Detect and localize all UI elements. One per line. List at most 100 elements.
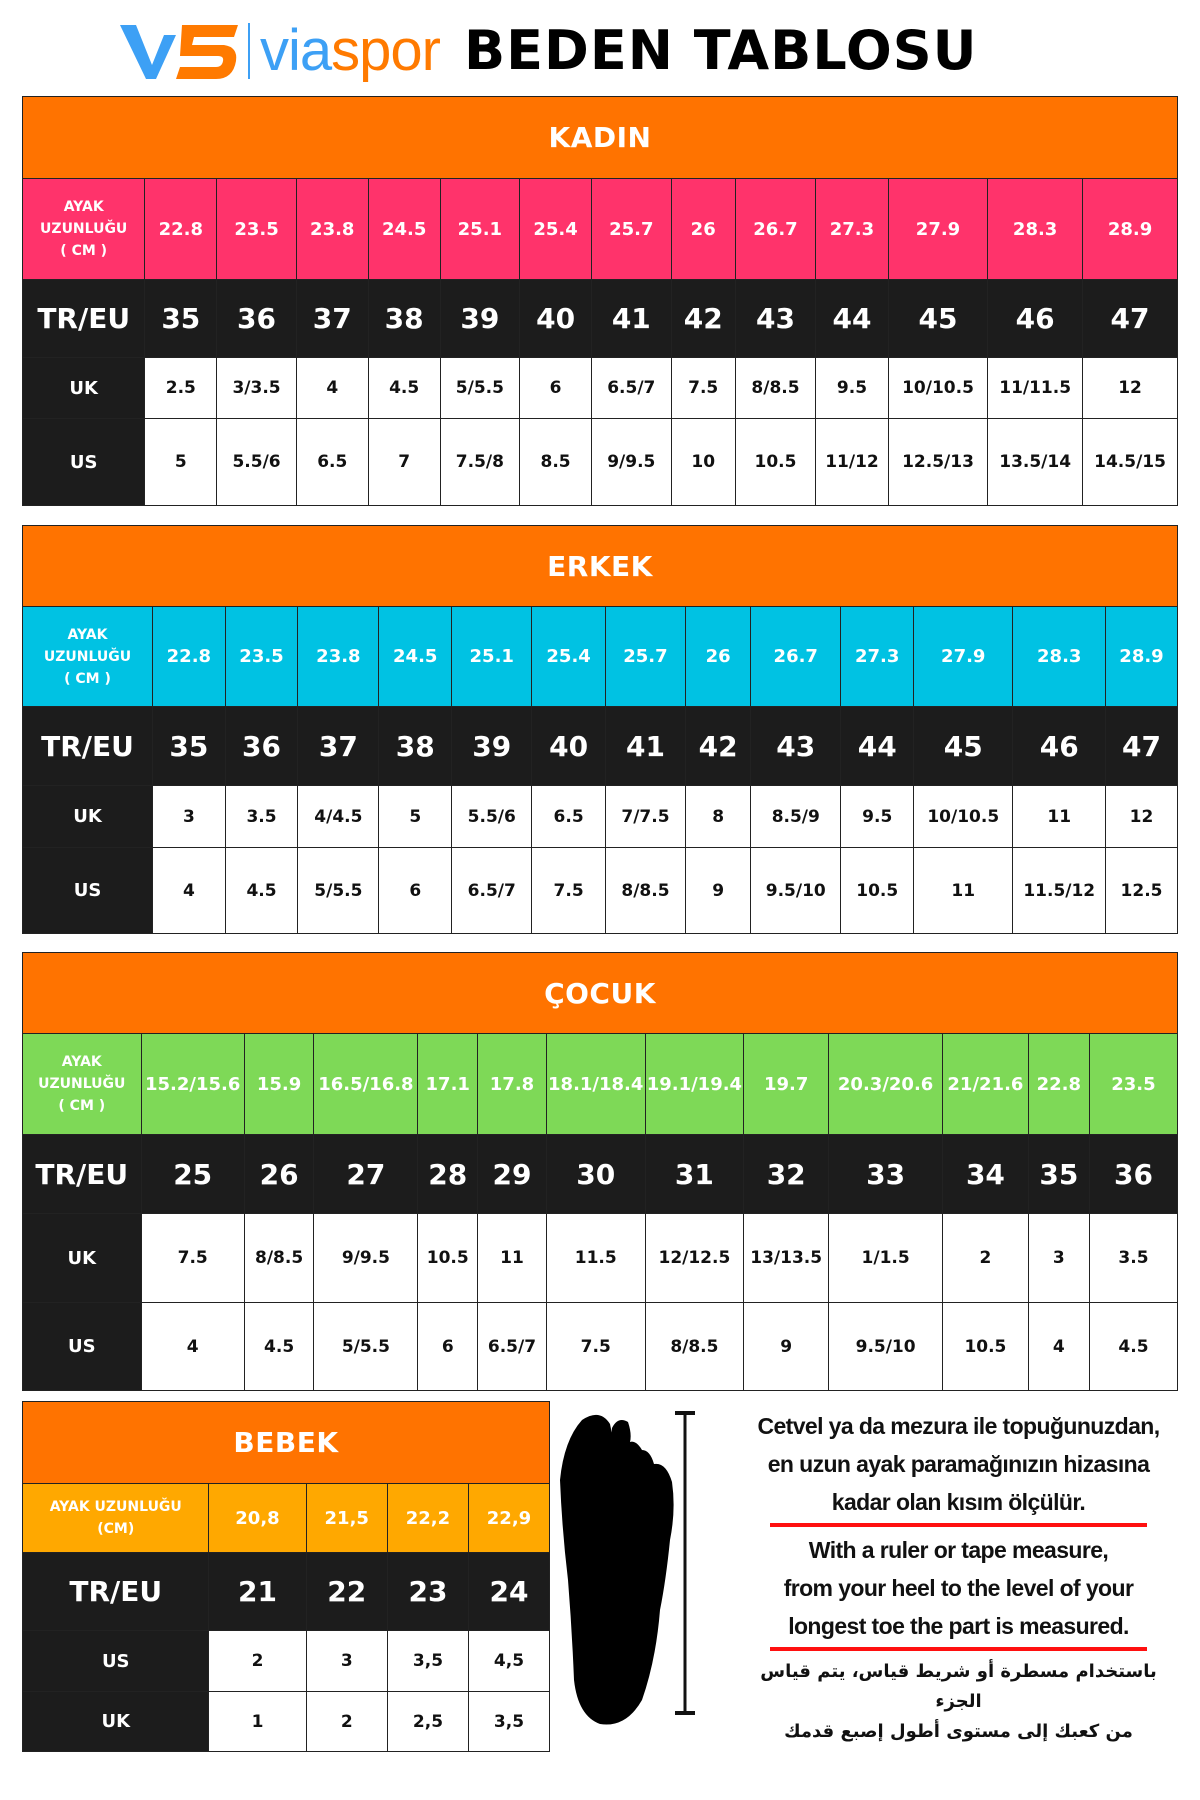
uk-label: UK [22, 1213, 142, 1303]
us-cell: 11.5/12 [1012, 847, 1107, 934]
tr-eu-cell: 45 [887, 279, 989, 358]
uk-cell: 10/10.5 [913, 785, 1014, 848]
tr-eu-cell: 45 [913, 706, 1014, 786]
instruction-en-line: from your heel to the level of your [783, 1575, 1134, 1601]
tr-eu-row: TR/EU 35 36 37 38 39 40 41 42 43 44 45 46 47 [21, 706, 1178, 786]
uk-cell: 2,5 [386, 1691, 469, 1752]
tr-eu-cell: 41 [591, 279, 672, 358]
tr-eu-cell: 44 [815, 279, 889, 358]
tr-eu-row: TR/EU 35 36 37 38 39 40 41 42 43 44 45 46 47 [21, 279, 1178, 358]
uk-cell: 4.5 [367, 357, 441, 419]
us-cell: 9 [743, 1302, 830, 1391]
section-title: ERKEK [22, 525, 1178, 607]
foot-length-cell: 25.4 [519, 178, 593, 280]
us-cell: 4.5 [1088, 1302, 1179, 1391]
uk-cell: 9/9.5 [313, 1213, 419, 1303]
uk-row: UK 1 2 2,5 3,5 [21, 1691, 551, 1752]
foot-length-cell: 22,9 [467, 1483, 551, 1553]
tr-eu-label: TR/EU [21, 1552, 210, 1631]
foot-length-cell: 23.8 [297, 606, 380, 707]
instruction-ar: باستخدام مسطرة أو شريط قياس، يتم قياس ال… [735, 1657, 1182, 1747]
section-title: ÇOCUK [22, 952, 1178, 1034]
tr-eu-label: TR/EU [21, 706, 154, 786]
foot-length-cell: 25.7 [604, 606, 687, 707]
uk-cell: 7.5 [670, 357, 736, 419]
foot-length-label-line: UZUNLUĞU [40, 221, 128, 237]
tr-eu-cell: 28 [417, 1134, 479, 1214]
us-cell: 4.5 [224, 847, 299, 934]
tr-eu-cell: 35 [152, 706, 226, 786]
foot-length-label-line: AYAK [63, 199, 104, 215]
foot-length-cell: 25.1 [451, 606, 533, 707]
foot-length-cell: 26.7 [750, 606, 842, 707]
foot-length-cell: 26 [685, 606, 752, 707]
uk-cell: 3 [1027, 1213, 1090, 1303]
section-title: KADIN [22, 96, 1178, 179]
us-cell: 13.5/14 [987, 418, 1084, 506]
size-table-bebek: BEBEK AYAK UZUNLUĞU (CM) 20,8 21,5 22,2 22,9 TR… [21, 1401, 551, 1752]
us-cell: 7 [367, 418, 441, 506]
uk-cell: 10.5 [417, 1213, 479, 1303]
uk-cell: 6 [519, 357, 593, 419]
uk-cell: 6.5 [531, 785, 606, 848]
us-cell: 5/5.5 [297, 847, 380, 934]
us-cell: 6.5 [295, 418, 369, 506]
tr-eu-cell: 36 [1088, 1134, 1179, 1214]
foot-length-cell: 27.3 [840, 606, 915, 707]
foot-length-cell: 23.8 [295, 178, 369, 280]
foot-length-cell: 27.3 [815, 178, 889, 280]
foot-length-cell: 24.5 [378, 606, 453, 707]
uk-cell: 8.5/9 [750, 785, 842, 848]
uk-cell: 13/13.5 [743, 1213, 830, 1303]
tr-eu-cell: 21 [208, 1552, 307, 1631]
uk-cell: 5 [378, 785, 453, 848]
brand-name: viaspor [260, 18, 441, 83]
tr-eu-cell: 25 [140, 1134, 245, 1214]
foot-length-cell: 19.1/19.4 [644, 1033, 745, 1135]
uk-cell: 5/5.5 [439, 357, 521, 419]
uk-cell: 12 [1105, 785, 1178, 848]
tr-eu-cell: 37 [297, 706, 380, 786]
uk-row: UK 7.5 8/8.5 9/9.5 10.5 11 11.5 12/12.5 13/13.5 1… [22, 1213, 1179, 1303]
instruction-ar-line: من كعبك إلى مستوى أطول إصبع قدمك [784, 1721, 1133, 1742]
us-cell: 9 [685, 847, 752, 934]
foot-length-label-line: AYAK [67, 626, 108, 643]
foot-length-label-line: (CM) [97, 1521, 135, 1537]
us-cell: 7.5 [531, 847, 606, 934]
foot-length-cell: 17.1 [417, 1033, 479, 1135]
foot-length-cell: 21,5 [305, 1483, 388, 1553]
instruction-tr-line: Cetvel ya da mezura ile topuğunuzdan, [757, 1413, 1160, 1439]
us-cell: 4 [140, 1302, 245, 1391]
us-cell: 3 [305, 1630, 388, 1692]
foot-length-cell: 26 [670, 178, 736, 280]
us-label: US [21, 1630, 210, 1692]
foot-length-cell: 18.1/18.4 [545, 1033, 646, 1135]
uk-label: UK [21, 785, 154, 848]
section-header-row: ÇOCUK [22, 952, 1178, 1034]
uk-cell: 11/11.5 [987, 357, 1084, 419]
us-cell: 11 [913, 847, 1014, 934]
uk-cell: 4/4.5 [297, 785, 380, 848]
foot-length-row: AYAK UZUNLUĞU ( CM ) 15.2/15.6 15.9 16.5/16.8… [22, 1033, 1179, 1135]
us-row: US 4 4.5 5/5.5 6 6.5/7 7.5 8/8.5 9 9.5/10 10.5 4 4.5 [22, 1302, 1179, 1391]
header-logo: viaspor BEDEN TABLOSU [120, 18, 977, 84]
section-title: BEBEK [22, 1401, 550, 1484]
tr-eu-cell: 43 [734, 279, 817, 358]
foot-length-label-line: ( CM ) [64, 670, 111, 687]
uk-cell: 12 [1082, 357, 1178, 419]
foot-length-label-line: UZUNLUĞU [38, 1076, 126, 1092]
instruction-tr-line: kadar olan kısım ölçülür. [831, 1489, 1086, 1515]
uk-cell: 7.5 [140, 1213, 245, 1303]
foot-length-cell: 20,8 [208, 1483, 307, 1553]
tr-eu-cell: 34 [942, 1134, 1029, 1214]
measure-bar-icon [675, 1411, 695, 1715]
us-cell: 9.5/10 [750, 847, 842, 934]
foot-length-cell: 27.9 [913, 606, 1014, 707]
uk-cell: 11 [477, 1213, 547, 1303]
instruction-en-line: With a ruler or tape measure, [808, 1537, 1109, 1563]
tr-eu-cell: 36 [224, 706, 299, 786]
tr-eu-cell: 31 [644, 1134, 745, 1214]
tr-eu-cell: 29 [477, 1134, 547, 1214]
us-cell: 12.5 [1105, 847, 1178, 934]
us-row: US 2 3 3,5 4,5 [21, 1630, 551, 1692]
